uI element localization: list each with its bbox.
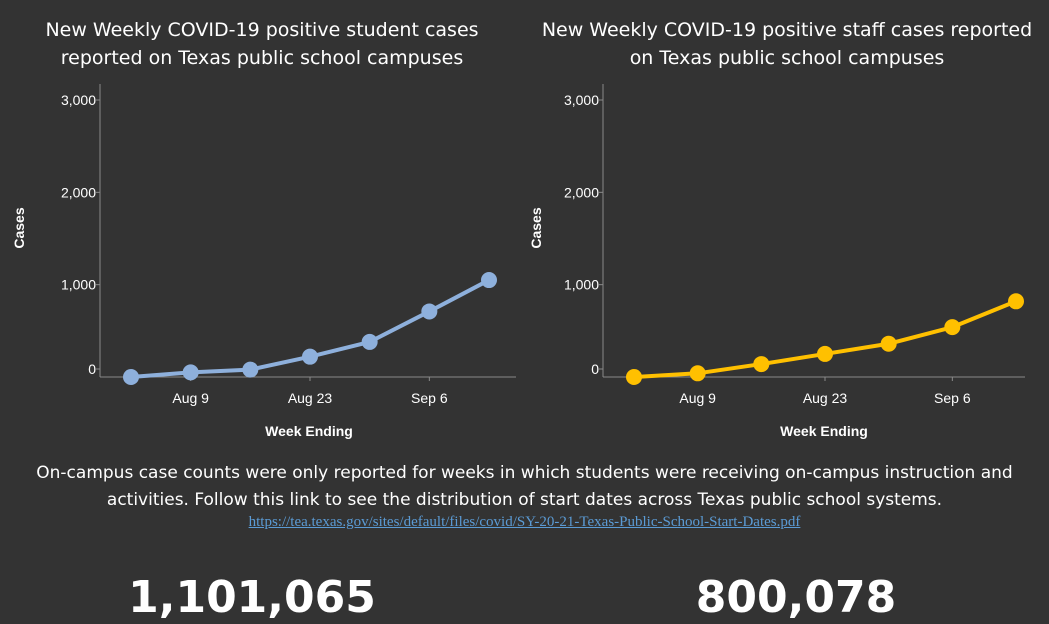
student-cases-chart: New Weekly COVID-19 positive student cas…: [0, 0, 524, 450]
x-tick-label: Aug 23: [803, 390, 848, 406]
staff-cases-chart: New Weekly COVID-19 positive staff cases…: [525, 0, 1049, 450]
y-tick-label: 0: [88, 361, 96, 377]
y-tick-label: 0: [591, 361, 599, 377]
y-tick-label: 3,000: [564, 92, 599, 108]
staff-chart-title-line-2: on Texas public school campuses: [629, 47, 945, 69]
student-cases-plot[interactable]: 3,000 2,000 1,000 0 Aug 9 Aug 23 Sep 6 Week End…: [0, 0, 524, 450]
y-axis-label: Cases: [528, 207, 544, 248]
student-chart-title-line-1: New Weekly COVID-19 positive student cas…: [45, 19, 479, 41]
data-point: [880, 335, 897, 352]
data-point: [242, 361, 259, 378]
start-dates-link-row: https://tea.texas.gov/sites/default/file…: [0, 514, 1049, 531]
staff-cases-plot[interactable]: 3,000 2,000 1,000 0 Aug 9 Aug 23 Sep 6 Week End…: [525, 0, 1049, 450]
x-tick-label: Aug 9: [679, 390, 716, 406]
data-point: [123, 369, 139, 385]
total-student-cases: 1,101,065: [128, 572, 376, 623]
data-point: [753, 356, 770, 373]
y-tick-label: 1,000: [564, 277, 599, 293]
x-axis-label: Week Ending: [780, 423, 868, 439]
student-chart-title: New Weekly COVID-19 positive student cas…: [0, 16, 524, 72]
data-point: [481, 272, 497, 289]
student-chart-title-line-2: reported on Texas public school campuses: [60, 47, 464, 69]
data-point: [361, 333, 378, 350]
reporting-note: On-campus case counts were only reported…: [0, 460, 1049, 514]
y-tick-label: 1,000: [61, 277, 96, 293]
total-staff-cases: 800,078: [695, 572, 897, 623]
reporting-note-line-1: On-campus case counts were only reported…: [36, 463, 1013, 483]
data-point: [182, 364, 199, 381]
staff-chart-title-line-1: New Weekly COVID-19 positive staff cases…: [541, 19, 1033, 41]
x-tick-label: Aug 9: [172, 390, 209, 406]
x-tick-label: Aug 23: [288, 390, 333, 406]
data-point: [944, 319, 961, 336]
y-tick-label: 2,000: [564, 184, 599, 200]
series-line: [633, 299, 1017, 379]
data-point: [421, 303, 438, 320]
y-tick-label: 3,000: [61, 92, 96, 108]
y-axis-label: Cases: [11, 207, 27, 248]
x-tick-label: Sep 6: [934, 390, 971, 406]
data-point: [626, 369, 642, 385]
data-point: [302, 348, 318, 365]
reporting-note-line-2: activities. Follow this link to see the …: [106, 490, 943, 510]
x-tick-label: Sep 6: [411, 390, 448, 406]
staff-chart-title: New Weekly COVID-19 positive staff cases…: [525, 16, 1049, 72]
data-point: [817, 345, 833, 362]
y-tick-label: 2,000: [61, 184, 96, 200]
start-dates-link[interactable]: https://tea.texas.gov/sites/default/file…: [248, 514, 801, 530]
data-point: [1008, 293, 1024, 310]
x-axis-label: Week Ending: [265, 423, 353, 439]
data-point: [689, 365, 706, 382]
